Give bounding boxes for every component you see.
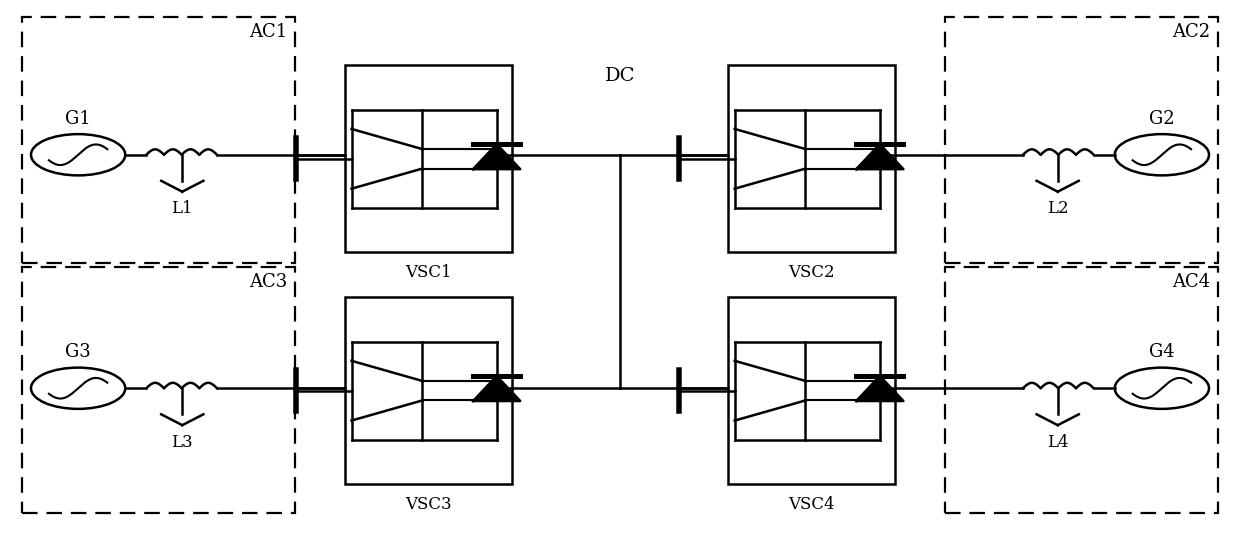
Text: DC: DC bbox=[605, 67, 635, 85]
Text: AC4: AC4 bbox=[1172, 273, 1210, 291]
Text: VSC1: VSC1 bbox=[405, 264, 451, 281]
Bar bbox=[345, 297, 512, 484]
Text: G1: G1 bbox=[66, 110, 91, 128]
Polygon shape bbox=[474, 376, 521, 401]
Text: L3: L3 bbox=[171, 434, 193, 451]
Text: G2: G2 bbox=[1149, 110, 1174, 128]
Text: G3: G3 bbox=[66, 343, 91, 361]
Text: L2: L2 bbox=[1047, 200, 1069, 217]
Text: VSC2: VSC2 bbox=[789, 264, 835, 281]
Bar bbox=[728, 65, 895, 252]
Polygon shape bbox=[857, 144, 904, 169]
Polygon shape bbox=[857, 376, 904, 401]
Text: VSC3: VSC3 bbox=[405, 496, 451, 513]
Bar bbox=[728, 297, 895, 484]
Text: G4: G4 bbox=[1149, 343, 1174, 361]
Text: AC3: AC3 bbox=[249, 273, 288, 291]
Text: L4: L4 bbox=[1047, 434, 1069, 451]
Text: VSC4: VSC4 bbox=[789, 496, 835, 513]
Bar bbox=[345, 65, 512, 252]
Text: AC1: AC1 bbox=[249, 23, 288, 41]
Text: L1: L1 bbox=[171, 200, 193, 217]
Text: AC2: AC2 bbox=[1172, 23, 1210, 41]
Polygon shape bbox=[474, 144, 521, 169]
